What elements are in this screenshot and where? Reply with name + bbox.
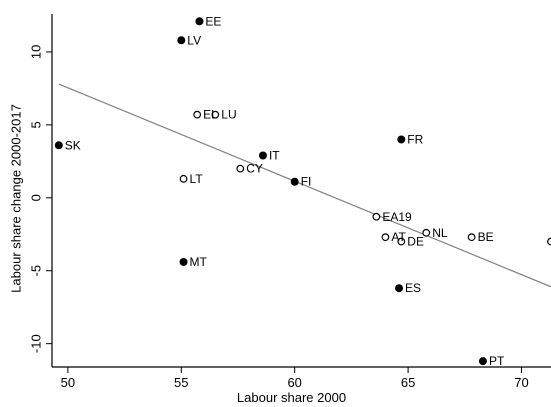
trend-line [58, 83, 551, 288]
point-label: NL [432, 226, 448, 240]
point-label: FR [407, 132, 423, 146]
y-tick-label: -5 [29, 265, 44, 277]
point-label: LT [190, 172, 204, 186]
axes-group: 50 55 60 65 70 -10 -5 0 5 10 [29, 14, 551, 390]
point-labels-group: EE LV EL LU SK FR IT CY LT FI EA19 NL AT BE DE MT ES PT [65, 14, 505, 368]
point-label: ES [405, 281, 421, 295]
x-tick-label: 70 [514, 375, 528, 390]
y-tick-label: -10 [29, 334, 44, 353]
point-label: CY [246, 162, 263, 176]
x-tick-label: 55 [174, 375, 188, 390]
point-label: LU [221, 108, 236, 122]
scatter-point [179, 174, 188, 183]
y-tick-label: 0 [29, 194, 44, 201]
point-label: IT [269, 148, 280, 162]
scatter-point [179, 257, 188, 266]
scatter-point [395, 284, 404, 293]
scatter-point [397, 237, 406, 246]
trend-line-group [58, 83, 551, 288]
point-label: SK [65, 138, 81, 152]
x-tick-label: 65 [401, 375, 415, 390]
scatter-point [397, 135, 406, 144]
scatter-point [177, 36, 186, 45]
point-label: DE [407, 235, 424, 249]
point-label: EA19 [382, 210, 412, 224]
point-label: MT [190, 255, 208, 269]
scatter-point [290, 177, 299, 186]
scatter-point [422, 228, 431, 237]
y-axis-title: Labour share change 2000-2017 [9, 104, 24, 293]
scatter-point [467, 233, 476, 242]
x-tick-label: 60 [287, 375, 301, 390]
point-label: FI [301, 175, 312, 189]
scatter-point [381, 233, 390, 242]
point-label: AT [391, 230, 406, 244]
scatter-point [478, 357, 487, 366]
scatter-point [258, 151, 267, 160]
point-label: EL [203, 108, 218, 122]
scatter-point [547, 237, 551, 246]
scatter-point [236, 164, 245, 173]
scatter-point [195, 17, 204, 26]
points-group [54, 17, 551, 366]
scatter-point [193, 110, 202, 119]
y-tick-label: 5 [29, 121, 44, 128]
x-axis-title: Labour share 2000 [237, 390, 346, 405]
scatter-point [211, 110, 220, 119]
x-tick-label: 50 [61, 375, 75, 390]
point-label: PT [489, 354, 505, 368]
point-label: BE [478, 230, 494, 244]
y-tick-label: 10 [29, 45, 44, 59]
scatter-point [372, 212, 381, 221]
point-label: LV [187, 33, 201, 47]
point-label: EE [205, 14, 221, 28]
scatter-point [54, 141, 63, 150]
